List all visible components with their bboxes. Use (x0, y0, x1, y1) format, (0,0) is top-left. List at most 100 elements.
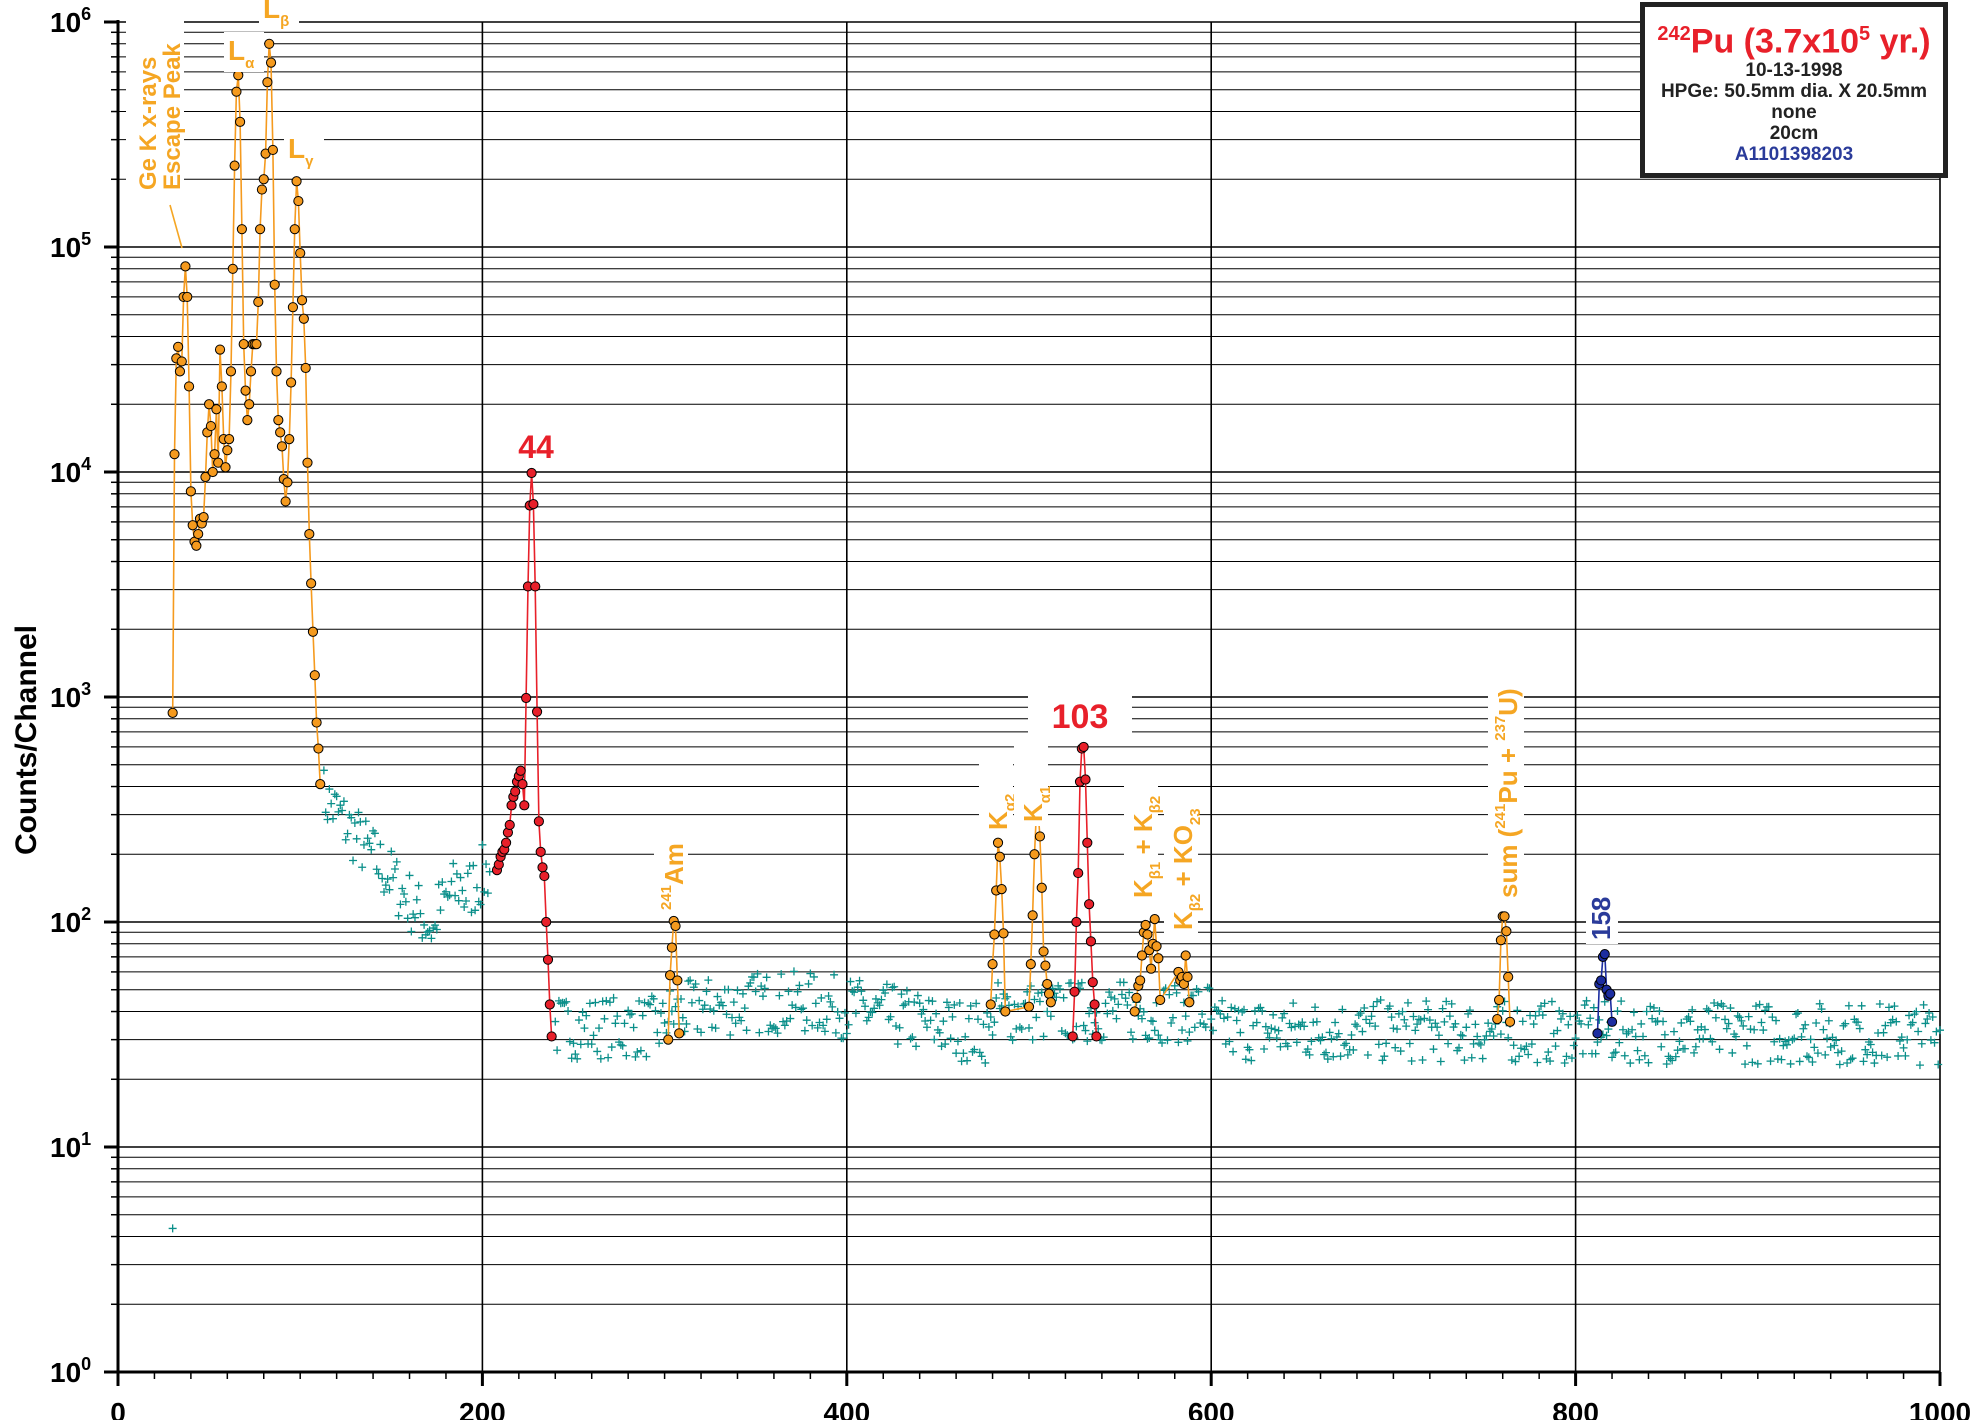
y-tick-label: 104 (50, 454, 91, 488)
data-point (242, 415, 253, 426)
data-point (264, 38, 275, 49)
info-date: 10-13-1998 (1745, 60, 1843, 82)
data-point (987, 958, 998, 970)
data-point (214, 344, 226, 355)
data-point (251, 339, 262, 350)
data-point (289, 224, 300, 235)
data-point (191, 540, 202, 551)
data-point (531, 706, 543, 717)
data-point (296, 295, 308, 306)
data-point (220, 462, 231, 473)
series-line (1071, 745, 1098, 1037)
series-line (989, 808, 1052, 1013)
data-point (291, 176, 302, 187)
data-point (672, 975, 683, 986)
title-halflife: (3.7x10 (1734, 22, 1859, 61)
data-point (542, 954, 554, 965)
label-backdrop (1014, 742, 1048, 826)
data-point (176, 356, 187, 367)
y-tick-label: 102 (50, 904, 91, 938)
data-point (1182, 971, 1193, 983)
data-point (1045, 997, 1056, 1008)
am241-label: 241Am (658, 843, 689, 910)
data-point (227, 263, 238, 274)
label-backdrop (1124, 766, 1158, 902)
data-point (285, 377, 297, 388)
l-alpha-label: Lα (228, 35, 255, 72)
data-point (1089, 999, 1100, 1010)
escape-peak-leader (169, 204, 183, 249)
x-tick-label: 800 (1552, 1397, 1599, 1420)
peak-103-label: 103 (1052, 698, 1109, 736)
series-line (496, 472, 553, 1037)
data-point (1078, 741, 1089, 753)
y-tick-label: 100 (50, 1354, 91, 1388)
data-point (1592, 1028, 1603, 1039)
data-point (173, 341, 184, 352)
data-point (276, 441, 288, 452)
k-beta1-label: Kβ1 + Kβ2 (1128, 796, 1164, 898)
axes (104, 20, 1942, 1386)
data-point (1135, 975, 1146, 986)
data-point (255, 224, 266, 235)
sum-peak-label: sum (241Pu + 237U) (1492, 688, 1523, 898)
data-point (1606, 1016, 1618, 1027)
data-point (311, 717, 322, 728)
escape-peak-label-line2: Escape Peak (159, 43, 186, 190)
data-point (1501, 926, 1512, 937)
data-point (216, 381, 227, 392)
data-point (989, 929, 1000, 940)
data-point (539, 870, 550, 882)
series-peak-158 (1592, 949, 1618, 1039)
data-point (244, 399, 255, 410)
label-backdrop (1488, 672, 1524, 902)
data-point (300, 362, 311, 374)
data-point (211, 404, 222, 415)
data-point (200, 471, 211, 483)
series-k-alpha (985, 806, 1056, 1017)
data-point (517, 779, 528, 790)
data-point (666, 942, 677, 953)
data-point (1499, 911, 1510, 922)
data-point (302, 457, 313, 468)
data-point (236, 224, 247, 235)
data-point (1038, 946, 1049, 957)
data-point (258, 174, 269, 185)
data-point (1023, 1001, 1035, 1012)
data-point (504, 819, 515, 831)
data-point (1073, 867, 1084, 879)
data-point (1142, 929, 1153, 940)
data-point (521, 692, 532, 704)
x-tick-label: 1000 (1909, 1397, 1971, 1420)
data-point (240, 385, 251, 396)
data-point (670, 920, 681, 932)
data-point (1091, 1031, 1102, 1042)
data-point (1043, 988, 1055, 999)
data-point (1085, 936, 1097, 947)
x-tick-label: 600 (1188, 1397, 1235, 1420)
data-point (205, 420, 217, 432)
data-point (1180, 950, 1191, 961)
data-point (198, 512, 209, 523)
k-alpha1-label: Kα1 (1018, 786, 1054, 822)
data-point (537, 862, 548, 873)
series-k-beta (1129, 914, 1195, 1017)
data-point (533, 816, 544, 827)
data-point (1184, 997, 1195, 1008)
data-point (1492, 1014, 1503, 1025)
data-point (530, 581, 541, 592)
y-tick-label: 106 (50, 4, 91, 38)
data-point (1145, 963, 1157, 974)
y-tick-label: 103 (50, 679, 91, 713)
data-point (180, 261, 191, 272)
data-point (187, 520, 198, 531)
data-point (271, 366, 282, 377)
info-absorber: none (1771, 102, 1817, 124)
info-spectrum-id: A1101398203 (1734, 144, 1854, 166)
data-point (1495, 935, 1506, 946)
data-point (1599, 949, 1610, 960)
data-point (174, 366, 186, 377)
label-backdrop (654, 830, 688, 915)
data-point (1069, 986, 1080, 997)
data-point (1140, 919, 1151, 931)
